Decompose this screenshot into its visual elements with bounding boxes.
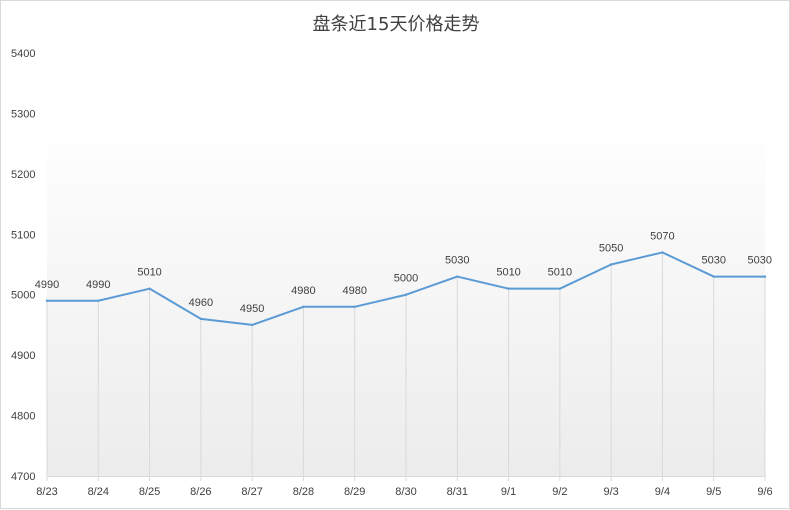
axes: 8/23 8/24 8/25 8/26 8/27 8/28 8/29 8/30 8/31 9/1 9… — [11, 48, 773, 498]
y-tick-label: 4800 — [11, 411, 35, 423]
data-label: 5030 — [701, 255, 725, 267]
data-label: 4950 — [240, 303, 264, 315]
data-point — [558, 287, 562, 290]
x-tick-label: 8/25 — [139, 486, 160, 498]
x-tick-label: 8/30 — [395, 486, 416, 498]
data-label: 4960 — [189, 297, 213, 309]
data-label: 5010 — [496, 267, 520, 279]
data-label: 5030 — [445, 255, 469, 267]
data-point — [45, 299, 49, 302]
data-label: 5010 — [548, 267, 572, 279]
data-label: 4980 — [291, 285, 315, 297]
data-label: 4990 — [35, 279, 59, 291]
x-tick-label: 9/2 — [552, 486, 567, 498]
chart-title: 盘条近15天价格走势 — [313, 14, 480, 35]
data-point — [661, 251, 664, 254]
y-tick-label: 5200 — [11, 169, 35, 181]
data-point — [507, 287, 510, 290]
grid-lines — [46, 252, 766, 476]
y-tick-label: 5300 — [11, 108, 35, 120]
x-tick-label: 8/23 — [36, 486, 57, 498]
x-tick-label: 9/5 — [706, 486, 721, 498]
data-labels: 4990 4990 5010 4960 4950 4980 4980 5000 5030 5010… — [35, 230, 772, 315]
data-point — [148, 287, 151, 290]
x-tick-label: 9/4 — [655, 486, 670, 498]
data-label: 4990 — [86, 279, 110, 291]
data-point — [763, 275, 767, 278]
data-point — [404, 293, 408, 296]
data-label: 5070 — [650, 230, 674, 242]
y-tick-label: 4700 — [11, 471, 35, 483]
data-point — [97, 299, 100, 302]
x-tick-label: 8/29 — [344, 486, 365, 498]
data-point — [302, 305, 305, 308]
y-tick-label: 5400 — [11, 48, 35, 60]
x-tick-label: 9/1 — [501, 486, 516, 498]
x-tick-label: 8/24 — [88, 486, 109, 498]
x-tick-label: 8/31 — [447, 486, 468, 498]
data-label: 5030 — [748, 255, 772, 267]
x-tick-label: 9/3 — [603, 486, 618, 498]
data-point — [609, 263, 613, 266]
data-point — [199, 317, 203, 321]
x-tick-label: 8/27 — [241, 486, 262, 498]
data-label: 5010 — [137, 267, 161, 279]
data-point — [712, 275, 715, 278]
data-point — [250, 323, 254, 327]
data-point — [456, 275, 459, 278]
series — [45, 251, 767, 327]
y-tick-label: 5100 — [11, 229, 35, 241]
x-tick-label: 9/6 — [757, 486, 772, 498]
x-tick-label: 8/26 — [190, 486, 211, 498]
y-tick-label: 4900 — [11, 350, 35, 362]
x-tick-label: 8/28 — [293, 486, 314, 498]
data-point — [353, 305, 356, 308]
data-label: 5050 — [599, 243, 623, 255]
data-label: 5000 — [394, 273, 418, 285]
y-tick-label: 5000 — [11, 290, 35, 302]
data-label: 4980 — [342, 285, 366, 297]
